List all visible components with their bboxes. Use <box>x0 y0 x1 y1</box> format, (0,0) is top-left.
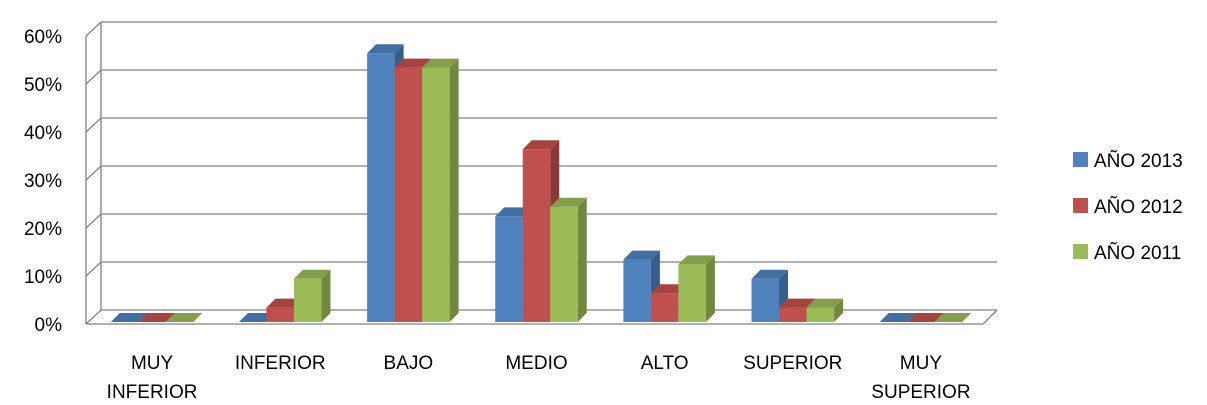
legend: AÑO 2013 AÑO 2012 AÑO 2011 <box>1073 150 1183 264</box>
x-tick-label: MUY SUPERIOR <box>871 353 970 403</box>
y-tick-label: 20% <box>24 219 62 240</box>
gridline <box>85 21 997 37</box>
bar-top <box>879 313 917 322</box>
bar-top <box>138 313 175 322</box>
bar <box>165 313 203 322</box>
bar-top <box>907 313 944 322</box>
legend-label: AÑO 2013 <box>1094 150 1183 172</box>
bar-front <box>623 259 651 322</box>
bar-top <box>751 269 789 279</box>
bar-top <box>779 298 816 308</box>
bar <box>238 313 276 322</box>
bar-front <box>751 278 780 322</box>
bar <box>678 255 715 322</box>
legend-label: AÑO 2011 <box>1094 242 1181 264</box>
bar-front <box>367 53 395 322</box>
legend-label: AÑO 2012 <box>1094 196 1183 218</box>
bars <box>110 44 972 322</box>
bar-top <box>394 58 432 68</box>
bar-side <box>449 58 459 322</box>
floor-edge <box>86 309 998 325</box>
gridlines <box>85 21 998 325</box>
y-tick-label: 30% <box>24 171 62 192</box>
bar <box>907 313 944 322</box>
x-axis-category-labels: MUY INFERIOR INFERIOR BAJO MEDIO ALTO SUPERIOR… <box>107 353 971 403</box>
bar <box>550 197 587 322</box>
gridline <box>85 69 997 85</box>
bar-top <box>550 197 587 207</box>
bar <box>110 313 148 322</box>
y-axis-tick-labels: 0% 10% 20% 30% 40% 50% 60% <box>24 27 62 336</box>
y-tick-label: 10% <box>24 267 62 288</box>
bar-front <box>422 67 450 322</box>
bar-top <box>678 255 715 265</box>
bar-top <box>266 298 303 308</box>
bar-side <box>577 197 587 322</box>
y-tick-label: 40% <box>24 123 62 144</box>
y-tick-label: 0% <box>35 315 63 336</box>
bar-top <box>165 313 203 322</box>
bar-top <box>495 207 532 217</box>
x-tick-label: MEDIO <box>505 353 567 374</box>
bar-top <box>806 298 844 308</box>
bar-front <box>779 307 807 322</box>
legend-swatch <box>1073 198 1088 213</box>
legend-swatch <box>1073 244 1088 259</box>
y-tick-label: 50% <box>24 75 62 96</box>
bar-top <box>110 313 148 322</box>
bar-front <box>266 307 294 322</box>
bar-side <box>705 255 715 322</box>
bar <box>751 269 789 322</box>
bar-top <box>367 44 404 54</box>
bar-side <box>834 298 844 322</box>
bar <box>879 313 917 322</box>
bar-top <box>650 284 688 294</box>
gridline <box>85 117 997 133</box>
legend-item: AÑO 2011 <box>1073 242 1181 264</box>
bar-front <box>806 307 835 322</box>
bar-top <box>934 313 972 322</box>
bar-top <box>522 140 560 150</box>
legend-item: AÑO 2012 <box>1073 196 1183 218</box>
x-tick-label: ALTO <box>641 353 689 374</box>
bar-front <box>650 293 679 322</box>
legend-item: AÑO 2013 <box>1073 150 1183 172</box>
bar-top <box>623 250 660 260</box>
y-tick-label: 60% <box>24 27 62 48</box>
bar-front <box>293 278 322 322</box>
bar <box>422 58 459 322</box>
x-tick-label: SUPERIOR <box>743 353 842 374</box>
bar <box>934 313 972 322</box>
x-tick-label: MUY INFERIOR <box>107 353 198 403</box>
bar-side <box>321 269 331 322</box>
legend-swatch <box>1073 152 1088 167</box>
x-tick-label: INFERIOR <box>235 353 326 374</box>
x-tick-label: BAJO <box>384 353 434 374</box>
bar-front <box>550 206 578 322</box>
bar-front <box>495 216 523 322</box>
bar <box>623 250 660 322</box>
bar-top <box>422 58 459 68</box>
bar-top <box>238 313 276 322</box>
bar-front <box>522 149 551 322</box>
bar-top <box>293 269 331 279</box>
bar <box>806 298 844 322</box>
bar-front <box>678 264 706 322</box>
bar-front <box>394 67 423 322</box>
bar <box>138 313 175 322</box>
bar <box>293 269 331 322</box>
